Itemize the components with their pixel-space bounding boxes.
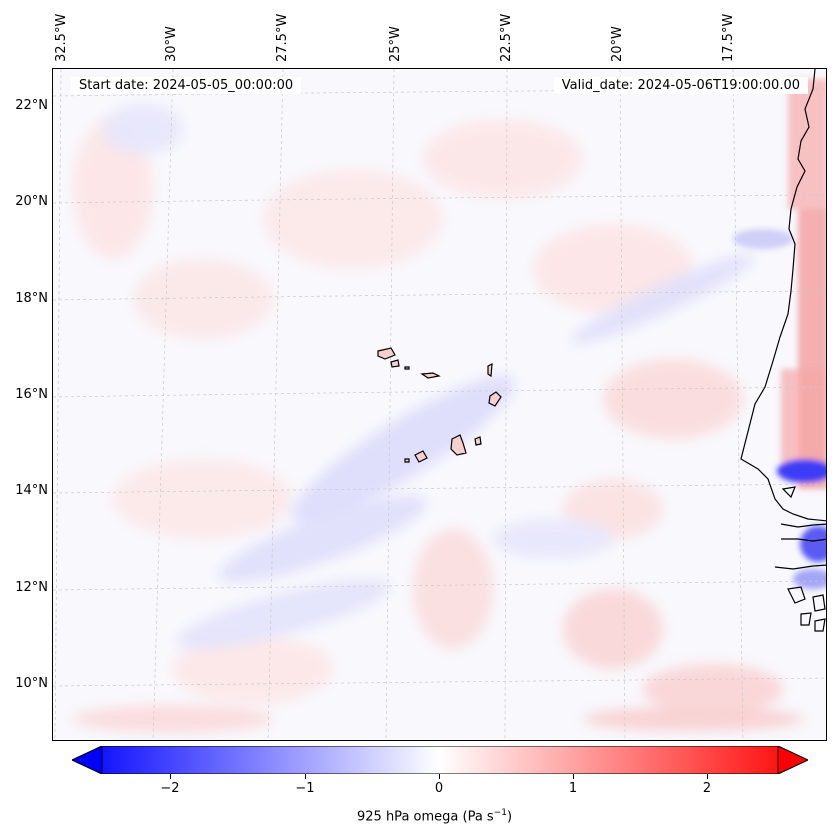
- colorbar-tick-mark: [305, 774, 306, 779]
- colorbar-tick-mark: [170, 774, 171, 779]
- colorbar-tick-label: 0: [434, 781, 444, 796]
- colorbar-tick-mark: [573, 774, 574, 779]
- lon-tick-label: 20°W: [610, 26, 625, 62]
- graticule: [53, 69, 826, 740]
- lon-tick-label: 17.5°W: [721, 13, 736, 62]
- colorbar-tick-label: 1: [568, 781, 578, 796]
- lat-tick-label: 18°N: [15, 291, 48, 306]
- lat-tick-label: 16°N: [15, 387, 48, 402]
- colorbar-tick-label: −1: [295, 781, 315, 796]
- lon-tick-label: 25°W: [388, 26, 403, 62]
- lon-tick-label: 32.5°W: [54, 13, 69, 62]
- negative-omega-patches: [103, 104, 754, 649]
- lon-tick-label: 27.5°W: [275, 13, 290, 62]
- omega-field: [53, 69, 826, 740]
- lat-tick-label: 10°N: [15, 676, 48, 691]
- colorbar-tick-mark: [707, 774, 708, 779]
- colorbar-tick-mark: [439, 774, 440, 779]
- island-outlines: [377, 347, 502, 463]
- lon-tick-label: 30°W: [164, 26, 179, 62]
- colorbar-tick-label: −2: [160, 781, 180, 796]
- colorbar-min-extend: [70, 745, 103, 775]
- valid-date-label: Valid_date: 2024-05-06T19:00:00.00: [553, 77, 808, 94]
- colorbar: [70, 745, 810, 775]
- colorbar-tick-label: 2: [702, 781, 712, 796]
- coastline: [740, 69, 826, 632]
- lat-tick-label: 14°N: [15, 483, 48, 498]
- colorbar-max-extend: [777, 745, 810, 775]
- lat-tick-label: 12°N: [15, 580, 48, 595]
- lon-tick-label: 22.5°W: [499, 13, 514, 62]
- lat-tick-label: 20°N: [15, 194, 48, 209]
- colorbar-title: 925 hPa omega (Pa s−1): [357, 808, 513, 825]
- map-panel: Start date: 2024-05-05_00:00:00 Valid_da…: [52, 68, 827, 741]
- lat-tick-label: 22°N: [15, 98, 48, 113]
- start-date-label: Start date: 2024-05-05_00:00:00: [71, 77, 302, 94]
